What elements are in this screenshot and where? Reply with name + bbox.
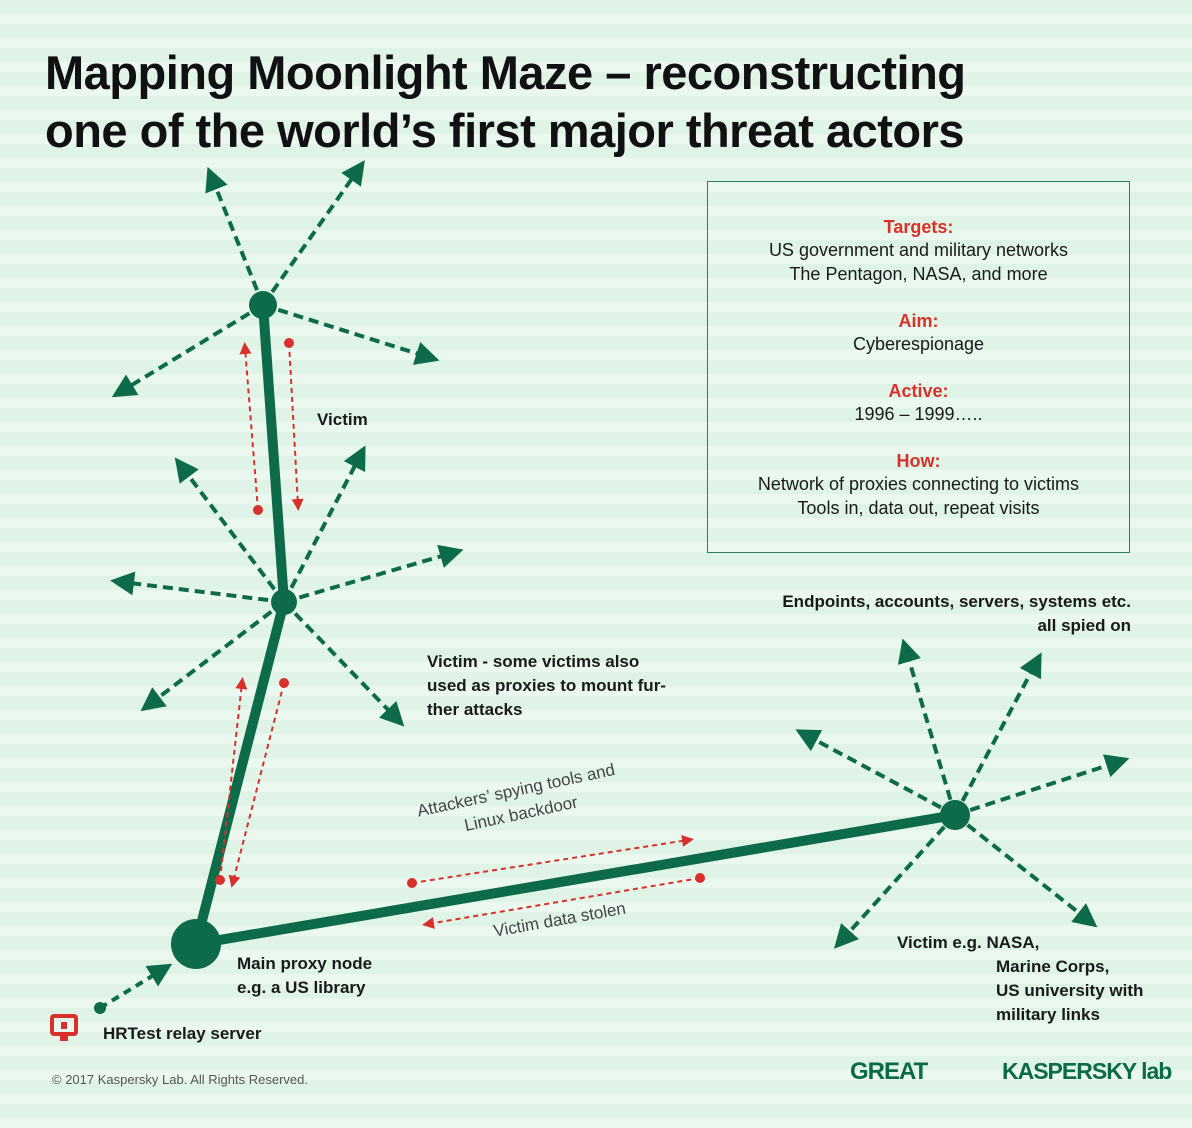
flow-start-dot — [253, 505, 263, 515]
aim-text: Cyberespionage — [852, 334, 985, 354]
spread-arrow — [174, 457, 286, 604]
targets-heading: Targets: — [883, 217, 954, 237]
flow-arrow — [239, 342, 259, 511]
targets-line-1: US government and military networks — [768, 240, 1069, 260]
spread-arrow — [282, 600, 405, 727]
flow-start-dot — [695, 873, 705, 883]
flow-start-dot — [215, 875, 225, 885]
spread-arrow — [262, 303, 440, 365]
great-logo: GREAT — [850, 1058, 928, 1085]
active-text: 1996 – 1999….. — [854, 404, 983, 424]
spread-arrow — [261, 160, 365, 307]
spread-arrow — [111, 303, 265, 398]
active-heading: Active: — [888, 381, 949, 401]
how-line-1: Network of proxies connecting to victims — [757, 474, 1080, 494]
victim-top-label: Victim — [317, 410, 368, 429]
relay-label: HRTest relay server — [103, 1024, 262, 1043]
spread-arrow — [205, 166, 265, 306]
victim-nasa-line-3: US university with — [996, 981, 1144, 1000]
flow-arrow — [219, 677, 248, 881]
endpoints-label: Endpoints, accounts, servers, systems et… — [740, 590, 1131, 638]
proxy-line-2: e.g. a US library — [237, 978, 366, 997]
how-heading: How: — [896, 451, 941, 471]
flow-arrow — [422, 877, 701, 929]
victim-nasa-line-1: Victim e.g. NASA, — [897, 933, 1040, 952]
info-box: Targets: US government and military netw… — [707, 181, 1130, 553]
title-line-2: one of the world’s first major threat ac… — [45, 104, 965, 157]
spread-arrow — [953, 652, 1042, 816]
spread-arrow — [953, 813, 1098, 928]
endpoints-line-1: Endpoints, accounts, servers, systems et… — [782, 592, 1131, 611]
spread-arrow — [833, 813, 957, 949]
proxy-label: Main proxy node e.g. a US library — [237, 952, 372, 1000]
computer-monitor-icon — [50, 1014, 80, 1049]
proxy-line-1: Main proxy node — [237, 954, 373, 973]
spread-arrow — [110, 571, 285, 604]
link-proxy-right — [191, 810, 960, 949]
endpoints-line-2: all spied on — [1037, 616, 1131, 635]
flow-start-dot — [279, 678, 289, 688]
flow-arrow — [411, 834, 694, 884]
spread-arrow — [283, 544, 464, 604]
link-mid-proxy — [191, 597, 289, 949]
flow-start-dot — [284, 338, 294, 348]
victim-node-mid — [271, 589, 297, 615]
spread-arrow — [140, 600, 286, 712]
link-top-mid — [258, 300, 289, 607]
spread-arrow — [795, 729, 956, 817]
victim-mid-label: Victim - some victims also used as proxi… — [427, 650, 666, 722]
aim-heading: Aim: — [898, 311, 939, 331]
victim-nasa-rest: Marine Corps, US university with militar… — [996, 955, 1143, 1027]
flow-arrow — [228, 682, 285, 888]
main-proxy-node — [171, 919, 221, 969]
victim-node-top — [249, 291, 277, 319]
victim-nasa-line-2: Marine Corps, — [996, 957, 1110, 976]
relay-node — [94, 1002, 106, 1014]
page-title: Mapping Moonlight Maze – reconstructing o… — [45, 44, 966, 160]
spread-arrow — [897, 638, 957, 816]
victim-mid-line-1: Victim - some victims also — [427, 652, 640, 671]
victim-mid-line-3: ther attacks — [427, 700, 523, 719]
copyright: © 2017 Kaspersky Lab. All Rights Reserve… — [52, 1072, 308, 1087]
flow-start-dot — [407, 878, 417, 888]
flow-arrow — [288, 342, 304, 511]
kaspersky-logo: KASPERSKY lab — [1002, 1058, 1172, 1084]
victim-nasa-line-4: military links — [996, 1005, 1100, 1024]
how-line-2: Tools in, data out, repeat visits — [797, 498, 1040, 518]
victim-mid-line-2: used as proxies to mount fur- — [427, 676, 666, 695]
relay-arrow — [98, 963, 173, 1010]
victim-node-right — [940, 800, 970, 830]
spread-arrow — [954, 754, 1130, 817]
spread-arrow — [282, 445, 366, 603]
targets-line-2: The Pentagon, NASA, and more — [789, 264, 1048, 284]
title-line-1: Mapping Moonlight Maze – reconstructing — [45, 46, 966, 99]
